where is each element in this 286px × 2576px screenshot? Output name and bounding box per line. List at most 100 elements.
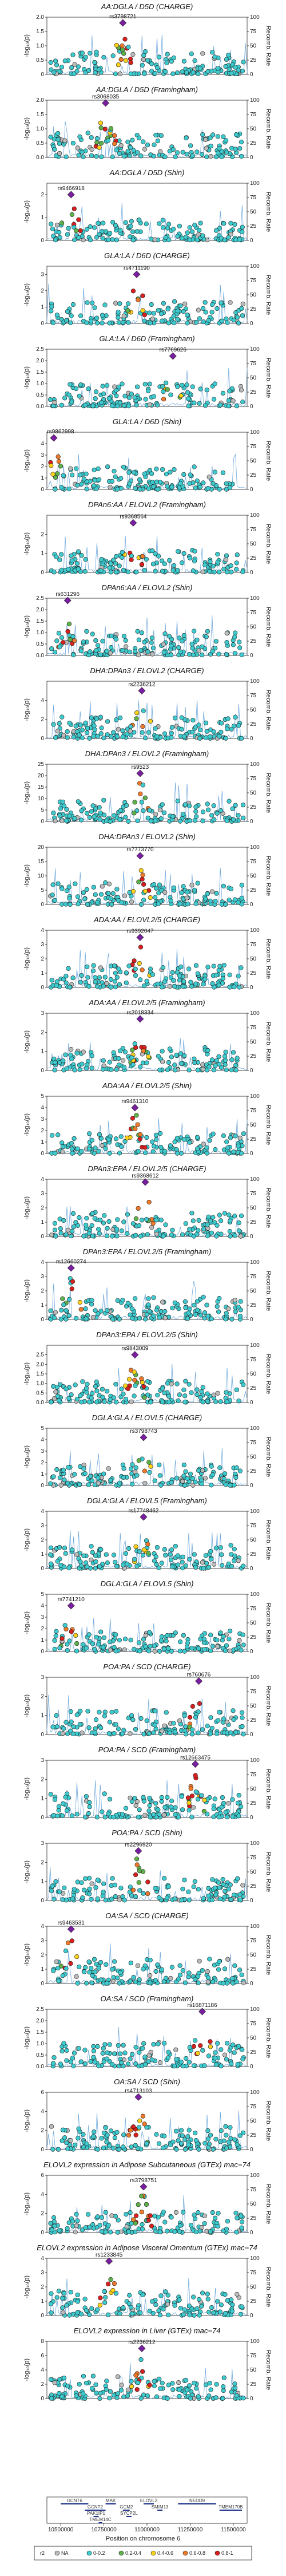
snp-point (71, 302, 76, 307)
snp-point (105, 720, 110, 724)
snp-point (80, 1880, 84, 1885)
snp-point (165, 388, 170, 392)
snp-point (224, 1140, 229, 1144)
snp-point (85, 902, 90, 907)
snp-point (238, 1136, 243, 1140)
snp-point (170, 725, 174, 730)
snp-point (98, 2296, 103, 2300)
recomb-axis-label: Recomb. Rate (265, 1935, 272, 1975)
snp-point (102, 1214, 107, 1218)
panel-title: AA:DGLA / D5D (CHARGE) (101, 2, 193, 11)
snp-point (236, 1144, 241, 1148)
snp-point (228, 973, 232, 977)
snp-point (219, 301, 224, 306)
snp-point (157, 1463, 162, 1467)
snp-point (110, 1317, 115, 1322)
snp-point (109, 1068, 114, 1072)
snp-point (231, 1709, 236, 1713)
snp-point (210, 890, 214, 894)
snp-point (128, 890, 132, 895)
snp-point (180, 1808, 185, 1812)
snp-point (67, 622, 72, 626)
recomb-tick-label: 50 (250, 2118, 257, 2124)
snp-point (155, 1545, 160, 1550)
snp-point (104, 1962, 109, 1967)
snp-point (166, 2313, 170, 2317)
y-tick-label: 2.0 (36, 1361, 44, 1368)
snp-point (121, 1563, 126, 1567)
y-tick-label: 2.0 (36, 2018, 44, 2024)
snp-point (215, 2041, 220, 2046)
snp-point (224, 139, 228, 143)
y-tick-label: 3 (41, 452, 44, 459)
snp-point (57, 1979, 61, 1984)
y-tick-label: 0 (41, 1649, 44, 1655)
snp-point (163, 69, 168, 74)
snp-point (120, 44, 125, 48)
snp-point (59, 403, 64, 408)
snp-point (236, 1305, 241, 1310)
snp-point (160, 985, 164, 990)
snp-point (121, 465, 126, 469)
snp-point (185, 2135, 190, 2139)
snp-point (53, 1060, 58, 1065)
snp-point (221, 1133, 226, 1138)
snp-point (117, 1481, 122, 1485)
snp-point (117, 982, 122, 987)
snp-point (223, 2311, 228, 2316)
snp-point (211, 564, 216, 568)
panel-title: DGLA:GLA / ELOVL5 (CHARGE) (92, 1413, 202, 1422)
snp-point (173, 2304, 177, 2308)
top-snp-marker (67, 191, 74, 198)
snp-point (118, 716, 122, 720)
y-tick-label: 5 (41, 1591, 44, 1598)
snp-point (139, 2194, 144, 2199)
snp-point (225, 1815, 229, 1819)
snp-point (217, 1815, 221, 1820)
y-axis-label: -log₁₀(p) (23, 34, 30, 57)
snp-point (162, 2134, 166, 2139)
snp-point (80, 809, 84, 813)
snp-point (145, 1061, 149, 1065)
recomb-tick-label: 50 (250, 375, 257, 381)
recomb-tick-label: 50 (250, 956, 257, 962)
snp-point (204, 635, 209, 639)
snp-point (238, 1314, 243, 1318)
snp-point (72, 653, 76, 657)
snp-point (204, 137, 208, 142)
snp-point (189, 980, 193, 985)
snp-point (241, 1981, 246, 1985)
y-tick-label: 1.5 (36, 369, 44, 376)
panel-title: GLA:LA / D6D (Framingham) (99, 334, 194, 343)
snp-point (103, 127, 108, 132)
top-snp-label: rs17748462 (129, 1508, 159, 1514)
snp-point (215, 1638, 220, 1642)
panel-title: ELOVL2 expression in Liver (GTEx) mac=74 (74, 2326, 221, 2335)
snp-point (176, 1977, 181, 1982)
snp-point (201, 810, 205, 815)
snp-point (118, 228, 123, 232)
snp-point (176, 1398, 181, 1403)
panel-9: DHA:DPAn3 / ELOVL2 (Framingham)051015202… (23, 749, 272, 825)
snp-point (136, 819, 140, 823)
y-tick-label: 1 (41, 2298, 44, 2305)
snp-point (121, 2305, 126, 2310)
snp-point (135, 1863, 140, 1867)
snp-point (49, 464, 54, 468)
snp-point (93, 979, 98, 984)
y-tick-label: 4 (41, 1176, 44, 1183)
snp-point (213, 1893, 218, 1897)
snp-point (68, 467, 73, 471)
snp-point (224, 558, 228, 562)
snp-point (93, 1216, 97, 1221)
snp-point (77, 1965, 82, 1969)
snp-point (185, 890, 190, 895)
snp-point (150, 2300, 154, 2304)
y-tick-label: 4 (41, 2108, 44, 2115)
panel-18: DGLA:GLA / ELOVL5 (Framingham)0123402550… (23, 1496, 272, 1572)
snp-point (79, 1563, 84, 1568)
snp-point (193, 1715, 198, 1720)
snp-point (215, 1732, 220, 1736)
top-snp-label: rs9368612 (132, 1173, 159, 1179)
y-tick-label: 0 (41, 487, 44, 493)
